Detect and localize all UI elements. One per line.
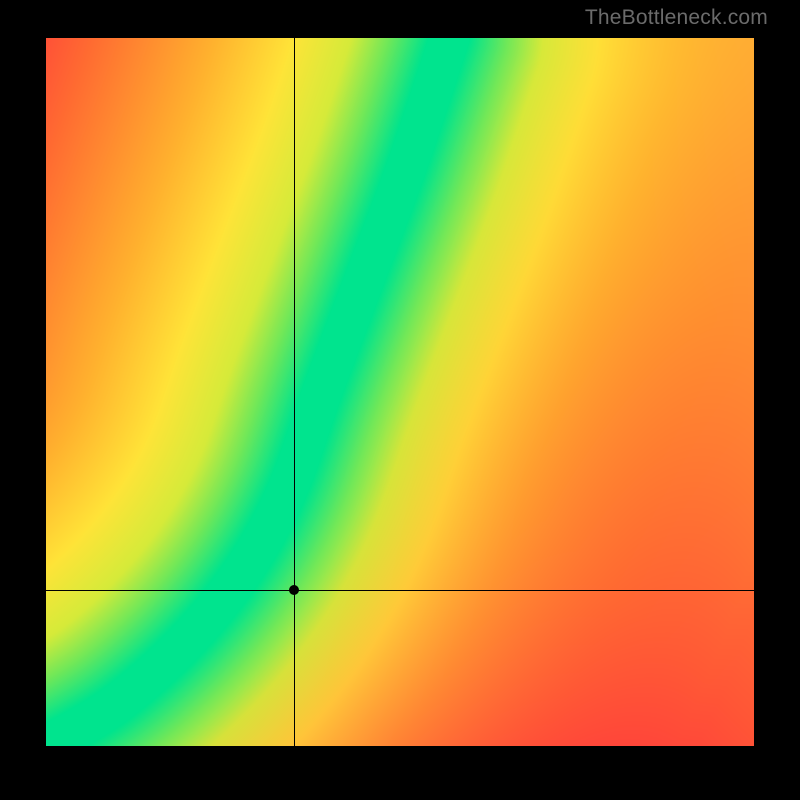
crosshair-vertical: [294, 38, 295, 746]
attribution-text: TheBottleneck.com: [585, 6, 768, 30]
heatmap-canvas: [46, 38, 754, 746]
bottleneck-heatmap: [46, 38, 754, 746]
crosshair-horizontal: [46, 590, 754, 591]
crosshair-marker-dot: [289, 585, 299, 595]
